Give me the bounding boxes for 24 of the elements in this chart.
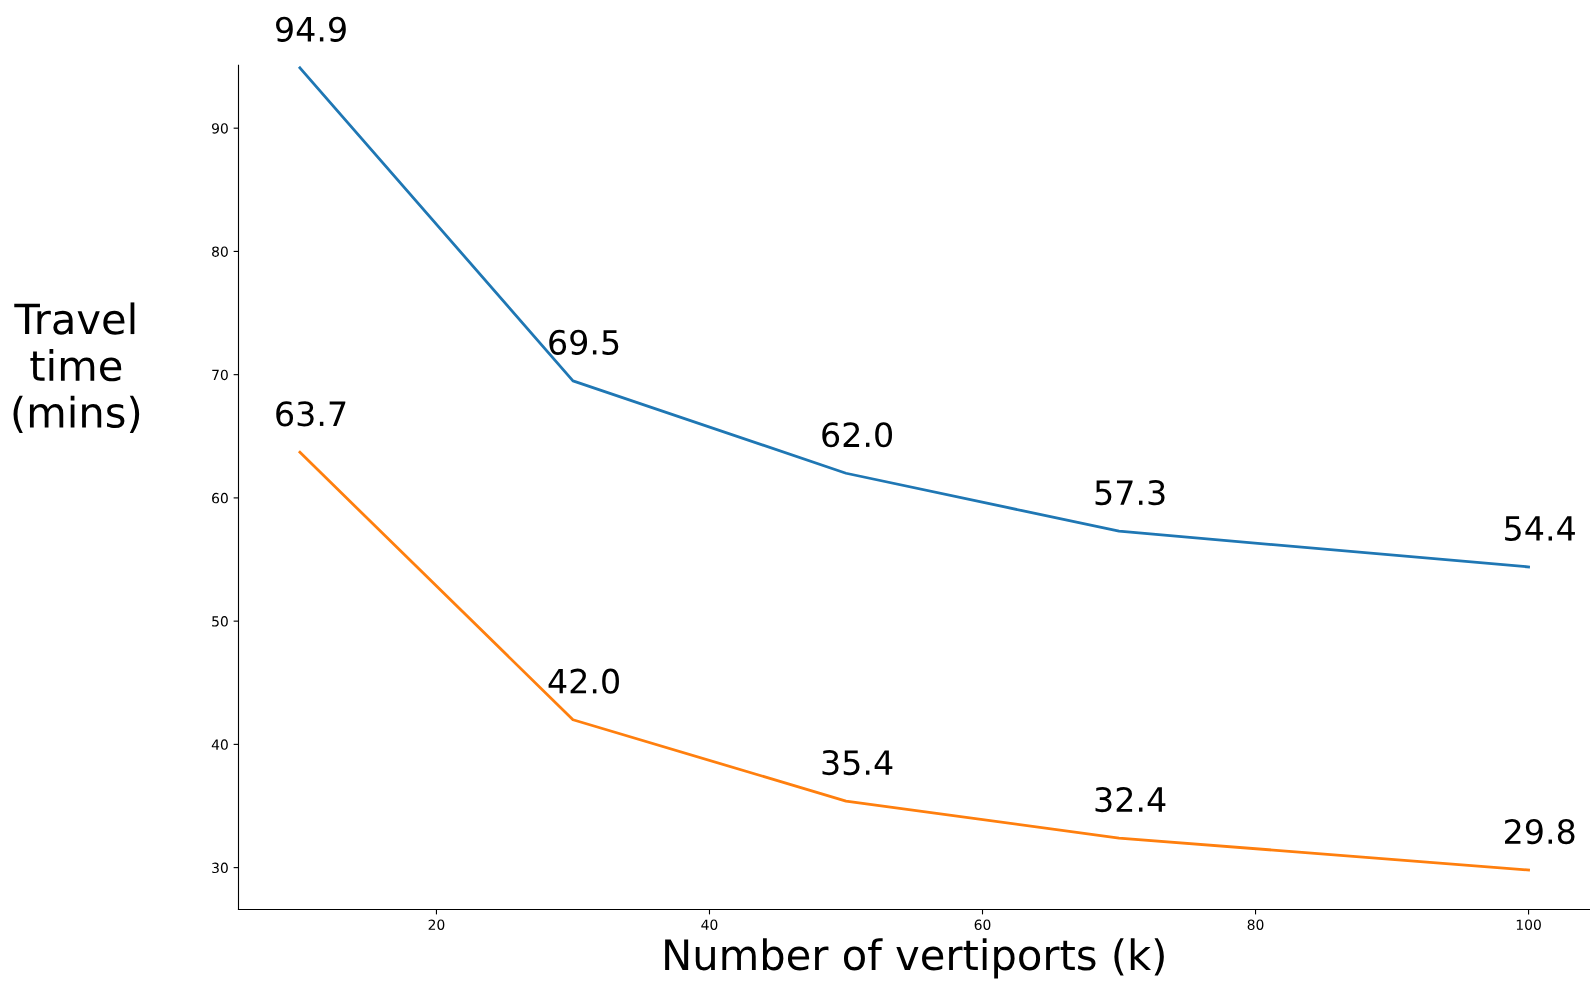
data-label: 32.4 bbox=[1095, 786, 1166, 813]
y-tick-label: 50 bbox=[212, 616, 228, 627]
x-axis-title: Number of vertiports (k) bbox=[665, 938, 1164, 979]
y-tick-label: 80 bbox=[212, 246, 228, 257]
y-tick-label: 30 bbox=[212, 862, 228, 874]
x-tick-label: 40 bbox=[701, 919, 718, 930]
x-tick-label: 80 bbox=[1247, 919, 1264, 930]
x-tick-label: 100 bbox=[1516, 919, 1541, 930]
y-tick-label: 90 bbox=[211, 123, 228, 134]
x-tick-label: 20 bbox=[428, 919, 445, 930]
data-label: 29.8 bbox=[1505, 818, 1575, 845]
x-tick-label: 60 bbox=[974, 919, 991, 930]
data-label: 57.3 bbox=[1095, 480, 1165, 506]
data-label: 54.4 bbox=[1505, 516, 1575, 542]
data-label: 62.0 bbox=[822, 422, 892, 448]
data-label: 63.7 bbox=[276, 401, 346, 427]
y-tick-label: 60 bbox=[212, 492, 228, 504]
data-label: 35.4 bbox=[822, 749, 893, 776]
data-label: 42.0 bbox=[548, 668, 619, 694]
data-label: 94.9 bbox=[276, 16, 346, 42]
data-label: 69.5 bbox=[549, 329, 619, 355]
y-tick-label: 40 bbox=[211, 739, 228, 750]
y-tick-label: 70 bbox=[212, 369, 228, 381]
y-axis-title: Travel time (mins) bbox=[13, 302, 140, 433]
